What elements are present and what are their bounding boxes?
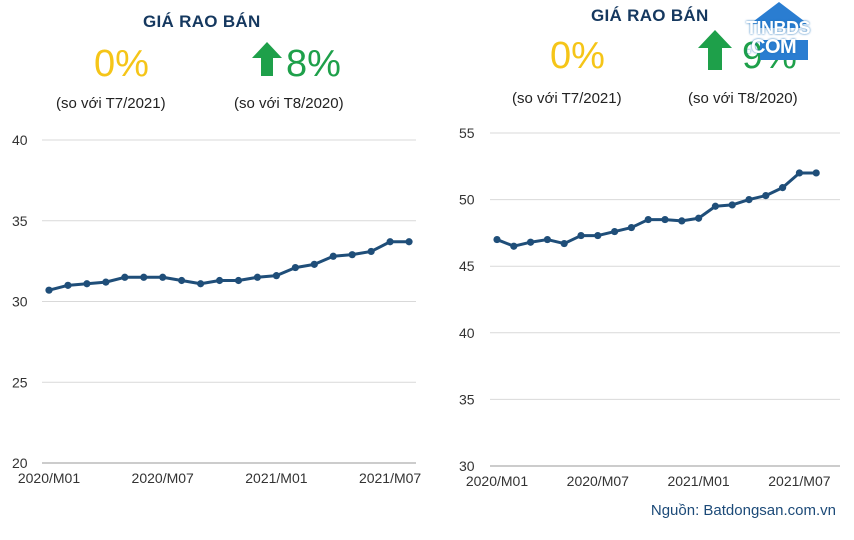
data-point [348,251,356,259]
data-point [745,196,753,204]
panel-title: GIÁ RAO BÁN [143,12,261,31]
x-tick-label: 2020/M01 [466,473,528,489]
data-point [329,252,337,260]
data-point [644,215,652,224]
y-tick-label: 35 [12,213,28,229]
data-point [678,217,686,225]
data-point [367,247,375,256]
yoy-comparison-note: (so với T8/2020) [688,90,798,107]
data-point [577,231,585,240]
data-point [779,184,787,192]
x-tick-label: 2020/M01 [18,470,80,486]
data-point [197,280,205,288]
data-point [178,276,186,285]
data-point [812,169,820,177]
data-point [560,239,568,248]
x-tick-label: 2020/M07 [132,470,194,486]
y-tick-label: 35 [459,391,475,407]
data-point [310,260,318,268]
yoy-comparison-note: (so với T8/2020) [234,95,344,112]
data-point [510,242,518,250]
panel-title: GIÁ RAO BÁN [591,6,709,25]
price-line-chart: 30 35 40 45 50 55 2020/M01 2020/M07 2021/M01 2021… [459,125,840,489]
data-point [795,169,803,177]
data-point [386,238,394,246]
data-point [83,280,91,288]
y-tick-label: 55 [459,125,475,141]
data-point [711,202,719,210]
y-tick-label: 50 [459,192,475,208]
left-panel: GIÁ RAO BÁN 0% 8% (so với T7/2021) (so v… [12,12,421,486]
data-point [762,192,770,200]
logo-text-line1: TINBDS [746,18,811,38]
data-point [527,238,535,246]
mom-comparison-note: (so với T7/2021) [512,90,622,107]
x-tick-label: 2020/M07 [567,473,629,489]
data-point [45,286,53,294]
mom-comparison-note: (so với T7/2021) [56,95,166,112]
logo-text-line2: .COM [746,36,797,58]
y-tick-label: 25 [12,374,28,390]
data-point [159,273,167,281]
data-point [695,214,703,222]
mom-change-value: 0% [94,43,149,85]
data-point [64,281,72,289]
data-point [661,215,669,224]
x-tick-label: 2021/M01 [667,473,729,489]
arrow-up-icon [698,30,732,70]
data-point [140,273,148,281]
site-logo: TINBDS .COM [746,0,812,62]
data-point [121,273,129,281]
data-point [291,263,299,272]
y-tick-label: 40 [12,132,28,148]
yoy-change-value: 8% [286,43,341,85]
right-panel: GIÁ RAO BÁN 0% 9% (so với T7/2021) (so v… [430,0,854,540]
data-point [102,278,110,286]
data-point [627,223,635,232]
y-tick-label: 30 [459,458,475,474]
y-tick-label: 45 [459,258,475,274]
data-point [493,235,501,244]
arrow-up-icon [252,42,282,76]
y-tick-label: 20 [12,455,28,471]
data-point [234,276,243,285]
x-tick-label: 2021/M07 [359,470,421,486]
source-note: Nguồn: Batdongsan.com.vn [650,502,836,519]
data-point [543,235,551,244]
house-logo-icon [750,2,808,60]
data-point [253,273,262,281]
data-point [215,276,224,285]
data-point [272,272,280,280]
price-line-chart: 20 25 30 35 40 2020/M01 2020/M07 2021/M01 2021/M… [12,132,421,486]
mom-change-value: 0% [550,35,605,77]
y-tick-label: 30 [12,294,28,310]
series-line [496,171,817,248]
data-point [611,227,619,236]
x-tick-label: 2021/M01 [245,470,307,486]
data-point [728,201,736,209]
data-point [405,238,413,246]
y-tick-label: 40 [459,325,475,341]
data-point [594,231,602,240]
x-tick-label: 2021/M07 [768,473,830,489]
